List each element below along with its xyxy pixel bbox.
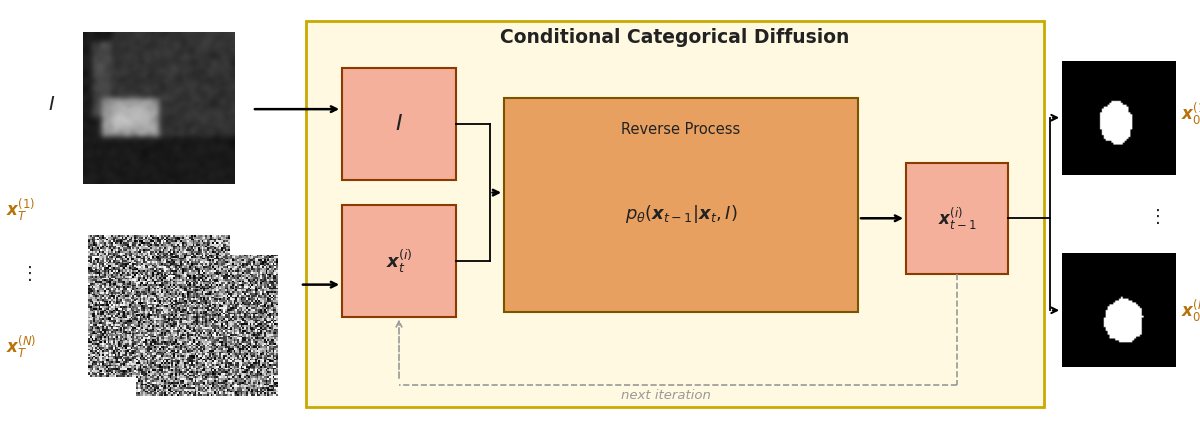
Bar — [306, 21, 1044, 407]
Text: $p_{\theta}(\boldsymbol{x}_{t-1}|\boldsymbol{x}_t, I)$: $p_{\theta}(\boldsymbol{x}_{t-1}|\boldsy… — [625, 203, 737, 225]
Text: $\boldsymbol{x}_T^{(1)}$: $\boldsymbol{x}_T^{(1)}$ — [6, 196, 35, 223]
Bar — [504, 98, 858, 312]
Text: $\vdots$: $\vdots$ — [1148, 207, 1160, 226]
Text: $\boldsymbol{x}_0^{(N)}$: $\boldsymbol{x}_0^{(N)}$ — [1181, 297, 1200, 324]
Text: $\boldsymbol{x}_t^{(i)}$: $\boldsymbol{x}_t^{(i)}$ — [385, 248, 413, 274]
Bar — [906, 163, 1008, 274]
Text: $\mathit{I}$: $\mathit{I}$ — [395, 114, 403, 134]
Text: $\boldsymbol{x}_{t-1}^{(i)}$: $\boldsymbol{x}_{t-1}^{(i)}$ — [937, 205, 977, 232]
Text: next iteration: next iteration — [622, 389, 710, 402]
Bar — [342, 205, 456, 317]
Text: Reverse Process: Reverse Process — [622, 122, 740, 137]
Text: $\boldsymbol{x}_T^{(N)}$: $\boldsymbol{x}_T^{(N)}$ — [6, 333, 36, 360]
Bar — [342, 68, 456, 180]
Text: Conditional Categorical Diffusion: Conditional Categorical Diffusion — [499, 28, 850, 47]
Text: $\cdots$: $\cdots$ — [191, 236, 205, 252]
Text: $\mathit{I}$: $\mathit{I}$ — [48, 95, 55, 114]
Text: $\vdots$: $\vdots$ — [20, 265, 32, 283]
Text: $\boldsymbol{x}_0^{(1)}$: $\boldsymbol{x}_0^{(1)}$ — [1181, 100, 1200, 127]
